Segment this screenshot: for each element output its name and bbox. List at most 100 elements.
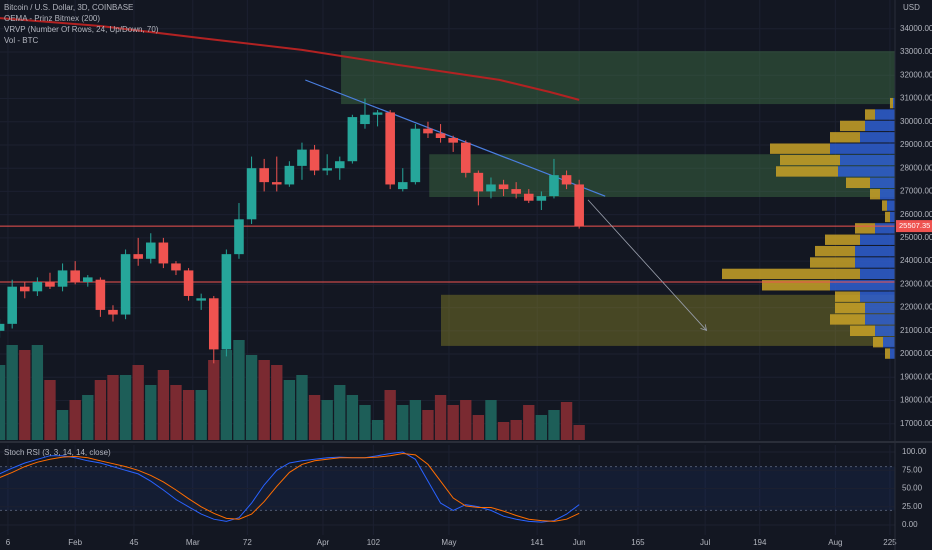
- profile-down: [865, 314, 895, 325]
- volume-bar: [6, 345, 18, 440]
- candle-body: [171, 263, 181, 271]
- profile-up: [762, 280, 830, 291]
- profile-down: [870, 177, 895, 189]
- profile-down: [890, 348, 895, 359]
- y-tick-label: 28000.00: [900, 163, 932, 172]
- volume-bar: [308, 395, 321, 440]
- profile-up: [780, 154, 840, 166]
- rsi-tick-label: 50.00: [902, 484, 923, 493]
- candle-body: [32, 282, 43, 292]
- candle-body: [561, 175, 572, 185]
- profile-up: [865, 109, 875, 120]
- volume-bar: [460, 400, 472, 440]
- y-tick-label: 29000.00: [900, 140, 932, 149]
- volume-bar: [283, 380, 296, 440]
- profile-down: [883, 337, 895, 348]
- volume-bar: [434, 395, 447, 440]
- volume-bar: [485, 400, 497, 440]
- profile-down: [840, 154, 895, 166]
- x-tick-label: 102: [367, 538, 381, 547]
- candle-body: [410, 128, 421, 183]
- profile-up: [846, 177, 870, 189]
- candle-body: [536, 196, 547, 201]
- x-tick-label: Jul: [700, 538, 710, 547]
- volume-bar: [548, 410, 560, 440]
- candle-body: [45, 282, 55, 287]
- candle-body: [460, 142, 471, 173]
- candle-body: [82, 277, 93, 283]
- candle-body: [486, 184, 496, 192]
- rsi-d-line: [0, 452, 580, 522]
- candle-body: [183, 270, 194, 296]
- candle-body: [108, 309, 118, 315]
- volume-bar: [245, 355, 258, 440]
- y-tick-label: 26000.00: [900, 210, 932, 219]
- candle-body: [297, 149, 307, 166]
- volume-bar: [157, 370, 170, 440]
- profile-down: [830, 280, 895, 291]
- profile-down: [875, 223, 895, 234]
- legend-indicator: Vol - BTC: [4, 36, 39, 45]
- profile-down: [860, 132, 895, 143]
- candle-body: [196, 298, 206, 301]
- candle-body: [511, 189, 521, 194]
- arrow: [587, 199, 706, 330]
- rsi-tick-label: 75.00: [902, 465, 923, 474]
- y-axis-label: USD: [903, 3, 920, 12]
- main-pane: [0, 0, 895, 440]
- candle-body: [133, 254, 143, 259]
- rsi-tick-label: 0.00: [902, 520, 918, 529]
- profile-down: [875, 325, 895, 337]
- y-tick-label: 22000.00: [900, 303, 932, 312]
- profile-up: [870, 189, 880, 200]
- candle-body: [347, 117, 358, 162]
- volume-bar: [409, 400, 422, 440]
- volume-bar: [19, 350, 31, 440]
- profile-down: [838, 166, 895, 177]
- y-tick-label: 20000.00: [900, 349, 932, 358]
- volume-bar: [170, 385, 182, 440]
- volume-bar: [422, 410, 434, 440]
- profile-up: [835, 291, 860, 302]
- volume-bar: [359, 405, 371, 440]
- volume-bar: [195, 390, 207, 440]
- y-tick-label: 34000.00: [900, 24, 932, 33]
- profile-up: [885, 211, 890, 223]
- x-tick-label: 141: [530, 538, 544, 547]
- profile-down: [890, 211, 895, 223]
- candle-body: [57, 270, 68, 287]
- candle-body: [448, 137, 458, 143]
- rsi-title: Stoch RSI (3, 3, 14, 14, close): [4, 448, 111, 457]
- price-label-box: [896, 220, 932, 233]
- volume-bar: [182, 390, 195, 440]
- profile-up: [885, 348, 890, 359]
- price-label: 25507.35: [899, 221, 930, 230]
- candle-body: [95, 279, 106, 310]
- candle-body: [208, 298, 219, 350]
- profile-up: [855, 223, 875, 234]
- legend-indicator: OEMA - Prinz Bitmex (200): [4, 14, 101, 23]
- profile-up: [810, 257, 855, 268]
- profile-down: [887, 200, 895, 211]
- candle-body: [574, 184, 584, 227]
- profile-down: [875, 109, 895, 120]
- legend-indicator: VRVP (Number Of Rows, 24, Up/Down, 70): [4, 25, 159, 34]
- volume-bar: [371, 420, 384, 440]
- candle-body: [498, 184, 509, 190]
- candle-body: [284, 165, 295, 185]
- profile-up: [770, 143, 830, 154]
- x-tick-label: Aug: [828, 538, 842, 547]
- profile-up: [890, 97, 893, 109]
- candle-body: [309, 149, 320, 171]
- candle-body: [360, 114, 370, 125]
- candle-body: [158, 242, 169, 264]
- candle-body: [397, 182, 408, 190]
- rsi-tick-label: 100.00: [902, 447, 927, 456]
- candle-body: [372, 112, 383, 115]
- y-tick-label: 19000.00: [900, 372, 932, 381]
- profile-up: [840, 120, 865, 132]
- profile-down: [855, 257, 895, 268]
- ema-line: [0, 17, 580, 101]
- volume-bar: [346, 395, 359, 440]
- y-tick-label: 30000.00: [900, 117, 932, 126]
